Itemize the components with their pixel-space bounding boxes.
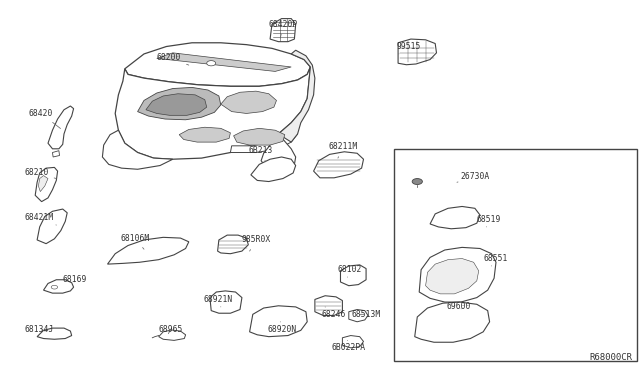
Polygon shape xyxy=(218,235,248,254)
Text: 68169: 68169 xyxy=(63,275,87,283)
Text: 68210: 68210 xyxy=(24,169,56,179)
Polygon shape xyxy=(37,328,72,339)
Polygon shape xyxy=(430,206,480,229)
Text: 26730A: 26730A xyxy=(457,172,490,182)
Polygon shape xyxy=(52,151,60,157)
Polygon shape xyxy=(48,106,74,149)
Text: 68211M: 68211M xyxy=(328,142,358,158)
Circle shape xyxy=(207,61,216,66)
Polygon shape xyxy=(251,157,296,182)
Polygon shape xyxy=(349,310,368,322)
Circle shape xyxy=(412,179,422,185)
Polygon shape xyxy=(314,152,364,178)
Polygon shape xyxy=(44,280,74,293)
Text: 68920N: 68920N xyxy=(268,322,297,334)
Polygon shape xyxy=(108,237,189,264)
Polygon shape xyxy=(278,50,315,142)
Text: 68106M: 68106M xyxy=(120,234,150,249)
Polygon shape xyxy=(419,247,496,302)
Polygon shape xyxy=(179,127,230,142)
Text: 68246: 68246 xyxy=(322,307,346,319)
Polygon shape xyxy=(38,176,48,192)
Polygon shape xyxy=(138,87,221,120)
Polygon shape xyxy=(221,91,276,113)
Polygon shape xyxy=(250,306,307,337)
Text: 68513M: 68513M xyxy=(352,310,381,319)
Text: R68000CR: R68000CR xyxy=(589,353,632,362)
Text: 99515: 99515 xyxy=(397,42,421,54)
Polygon shape xyxy=(35,167,58,202)
Polygon shape xyxy=(37,209,67,244)
Polygon shape xyxy=(102,130,173,169)
Polygon shape xyxy=(426,259,479,294)
Polygon shape xyxy=(261,134,296,169)
Polygon shape xyxy=(125,43,310,86)
Bar xyxy=(394,149,637,361)
Polygon shape xyxy=(270,19,296,42)
Polygon shape xyxy=(157,53,291,71)
Polygon shape xyxy=(210,291,242,313)
Text: 68200: 68200 xyxy=(157,53,189,65)
Text: 6B213: 6B213 xyxy=(248,146,273,162)
Circle shape xyxy=(51,285,58,289)
Text: 6B022PA: 6B022PA xyxy=(332,340,365,352)
Polygon shape xyxy=(315,296,342,315)
Polygon shape xyxy=(342,336,364,348)
Polygon shape xyxy=(340,265,366,286)
Text: 68420P: 68420P xyxy=(269,20,298,38)
Polygon shape xyxy=(398,39,436,65)
Text: 68965: 68965 xyxy=(159,325,183,334)
Polygon shape xyxy=(230,126,298,153)
Polygon shape xyxy=(234,128,285,145)
Text: 68134J: 68134J xyxy=(24,325,54,334)
Text: 68921N: 68921N xyxy=(204,295,233,307)
Polygon shape xyxy=(159,330,186,340)
Polygon shape xyxy=(146,94,207,115)
Text: 985R0X: 985R0X xyxy=(242,235,271,251)
Text: 68420: 68420 xyxy=(29,109,61,128)
Polygon shape xyxy=(415,302,490,342)
Text: 68519: 68519 xyxy=(477,215,501,227)
Text: 69600: 69600 xyxy=(447,302,471,311)
Polygon shape xyxy=(115,67,310,159)
Text: 68421M: 68421M xyxy=(24,213,56,225)
Text: 68102: 68102 xyxy=(338,265,362,277)
Text: 68551: 68551 xyxy=(483,254,508,266)
